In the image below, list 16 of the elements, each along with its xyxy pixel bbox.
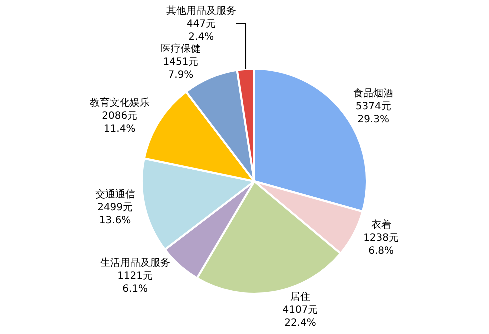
data-label: 447元 2.4% bbox=[186, 18, 216, 43]
slice-label: 医疗保健 bbox=[160, 42, 201, 55]
data-label: 4107元 22.4% bbox=[282, 304, 318, 329]
slice-label: 教育文化娱乐 bbox=[90, 97, 150, 110]
data-label: 1121元 6.1% bbox=[118, 271, 154, 296]
slice-label: 生活用品及服务 bbox=[100, 257, 170, 270]
slice-label: 食品烟酒 bbox=[354, 88, 394, 100]
slice-label: 交通通信 bbox=[95, 188, 136, 200]
data-label: 2086元 11.4% bbox=[102, 111, 138, 136]
slice-label: 衣着 bbox=[371, 218, 392, 231]
data-label: 5374元 29.3% bbox=[356, 102, 392, 126]
data-label: 2499元 13.6% bbox=[98, 202, 134, 226]
slice-label: 其他用品及服务 bbox=[166, 4, 236, 17]
slice-label: 居住 bbox=[290, 292, 311, 303]
data-label: 1451元 7.9% bbox=[163, 56, 199, 81]
data-label: 1238元 6.8% bbox=[364, 232, 400, 257]
